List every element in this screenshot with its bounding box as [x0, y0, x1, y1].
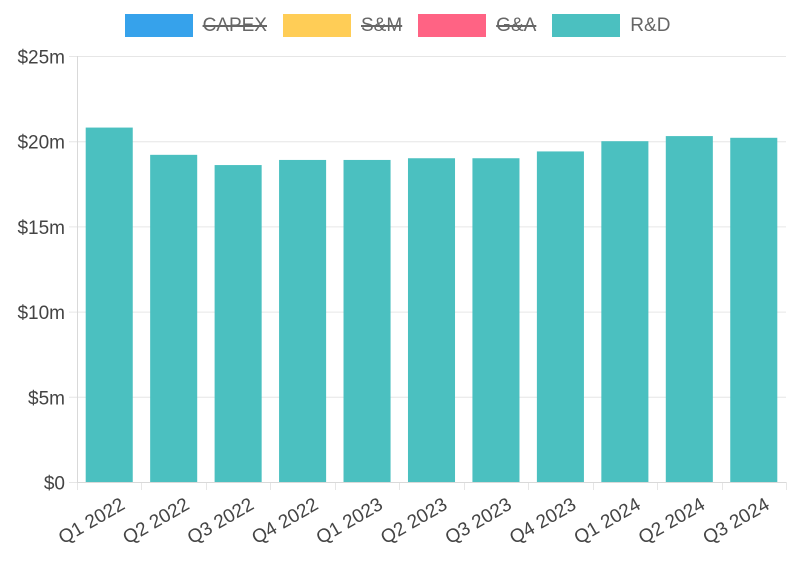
bar-q3-2023 [472, 158, 520, 483]
legend-label-ga: G&A [496, 15, 537, 36]
bar-q1-2024 [601, 141, 649, 482]
x-tick-label: Q4 2023 [506, 494, 580, 549]
axes [77, 56, 786, 483]
legend: CAPEX S&M G&A R&D [0, 14, 795, 37]
x-tick-label: Q1 2024 [571, 494, 645, 549]
legend-label-rd: R&D [630, 15, 671, 36]
legend-swatch-capex [124, 14, 193, 37]
y-tick-label: $10m [17, 303, 65, 324]
x-tick-label: Q2 2022 [120, 494, 194, 549]
legend-swatch-ga [418, 14, 487, 37]
legend-item-capex[interactable]: CAPEX [124, 14, 267, 37]
x-tick-label: Q1 2023 [313, 494, 387, 549]
legend-item-sm[interactable]: S&M [282, 14, 403, 37]
x-tick-label: Q3 2023 [442, 494, 516, 549]
x-tick-label: Q1 2022 [55, 494, 129, 549]
bar-q4-2022 [279, 159, 327, 482]
legend-swatch-sm [282, 14, 351, 37]
bar-q3-2022 [214, 165, 262, 482]
bar-q2-2023 [407, 158, 456, 483]
y-tick-label: $0 [44, 474, 65, 495]
bar-q1-2022 [85, 127, 133, 483]
y-tick-label: $25m [17, 48, 65, 69]
bar-q1-2023 [343, 159, 391, 482]
y-tick-label: $5m [28, 388, 65, 409]
bar-q4-2023 [536, 151, 584, 482]
y-tick-label: $15m [17, 218, 65, 239]
x-tick-label: Q4 2022 [248, 494, 322, 549]
bar-q3-2024 [730, 137, 778, 483]
legend-item-ga[interactable]: G&A [418, 14, 536, 37]
x-tick-label: Q3 2024 [700, 494, 774, 549]
bar-q2-2022 [150, 154, 198, 482]
legend-label-capex: CAPEX [202, 15, 267, 36]
legend-item-rd[interactable]: R&D [552, 14, 670, 37]
y-tick-label: $20m [17, 133, 65, 154]
bar-q2-2024 [665, 136, 713, 482]
y-tick-labels: $0 $5m $10m $15m $20m $25m [17, 48, 65, 495]
x-tick-label: Q2 2023 [377, 494, 451, 549]
x-tick-label: Q3 2022 [184, 494, 258, 549]
legend-swatch-rd [552, 14, 621, 37]
bars [85, 127, 778, 483]
x-tick-label: Q2 2024 [635, 494, 709, 549]
legend-label-sm: S&M [360, 15, 403, 36]
